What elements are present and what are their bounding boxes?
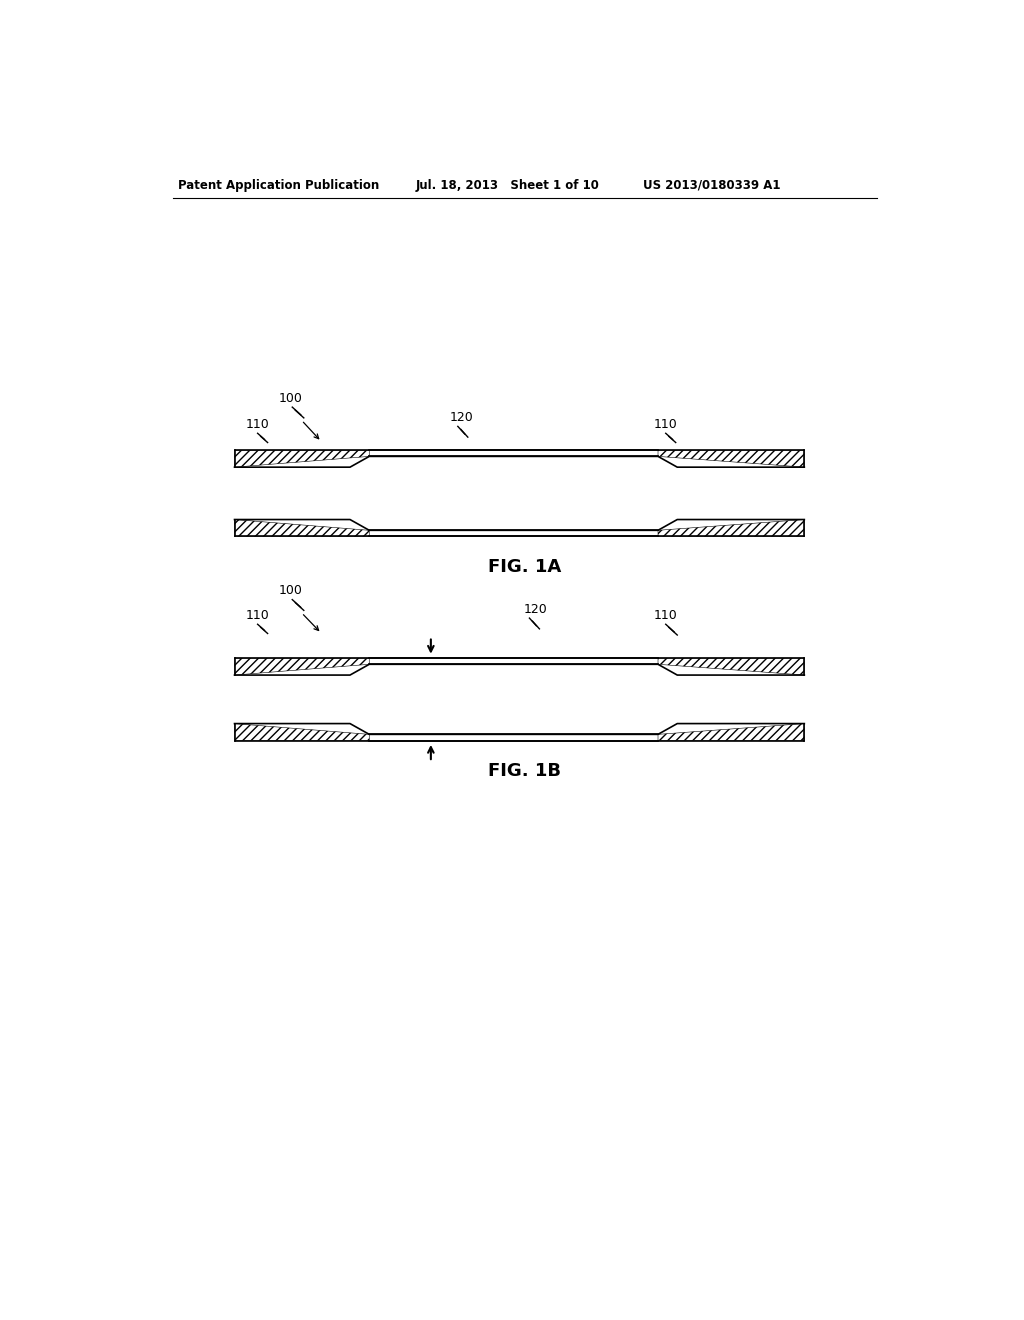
Text: 120: 120 xyxy=(451,411,474,424)
Polygon shape xyxy=(234,659,370,675)
Text: FIG. 1A: FIG. 1A xyxy=(488,557,561,576)
Text: 110: 110 xyxy=(654,418,678,430)
Text: Patent Application Publication: Patent Application Publication xyxy=(178,178,380,191)
Polygon shape xyxy=(234,450,804,467)
Text: 120: 120 xyxy=(523,603,547,615)
Polygon shape xyxy=(234,520,370,536)
Text: 100: 100 xyxy=(280,585,303,598)
Polygon shape xyxy=(658,520,804,536)
Text: 110: 110 xyxy=(654,609,678,622)
Text: 100: 100 xyxy=(280,392,303,405)
Polygon shape xyxy=(234,659,804,675)
Polygon shape xyxy=(658,723,804,741)
Text: Jul. 18, 2013   Sheet 1 of 10: Jul. 18, 2013 Sheet 1 of 10 xyxy=(416,178,599,191)
Text: 110: 110 xyxy=(246,609,269,622)
Polygon shape xyxy=(234,450,370,467)
Polygon shape xyxy=(234,520,804,536)
Polygon shape xyxy=(234,723,804,741)
Text: FIG. 1B: FIG. 1B xyxy=(488,762,561,780)
Text: 110: 110 xyxy=(246,418,269,430)
Polygon shape xyxy=(234,723,370,741)
Text: US 2013/0180339 A1: US 2013/0180339 A1 xyxy=(643,178,780,191)
Polygon shape xyxy=(658,450,804,467)
Polygon shape xyxy=(658,659,804,675)
